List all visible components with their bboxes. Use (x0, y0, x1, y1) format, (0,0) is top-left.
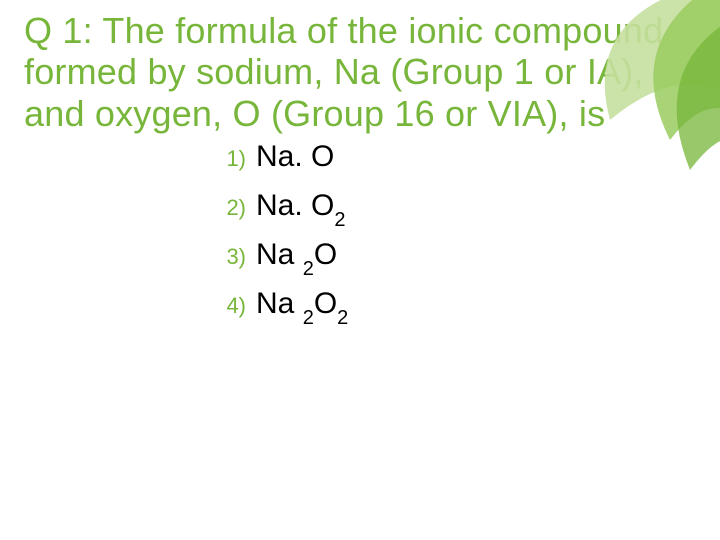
question-title: Q 1: The formula of the ionic compound f… (24, 10, 696, 134)
formula-base: Na. O (256, 189, 334, 222)
options-list: 1) Na. O 2) Na. O2 3) Na 2O 4) Na 2O2 (214, 140, 696, 326)
option-number: 4) (214, 293, 256, 319)
option-number: 2) (214, 195, 256, 221)
formula-base: Na. O (256, 140, 334, 173)
option-text: Na 2O2 (256, 287, 348, 326)
option-1: 1) Na. O (214, 140, 696, 179)
option-3: 3) Na 2O (214, 238, 696, 277)
option-2: 2) Na. O2 (214, 189, 696, 228)
formula-base: Na (256, 287, 303, 320)
option-number: 1) (214, 146, 256, 172)
formula-sub: 2 (334, 209, 345, 231)
formula-sub: 2 (303, 307, 314, 329)
formula-mid: O (314, 287, 337, 320)
option-text: Na. O (256, 140, 334, 179)
option-4: 4) Na 2O2 (214, 287, 696, 326)
option-number: 3) (214, 244, 256, 270)
slide: Q 1: The formula of the ionic compound f… (0, 0, 720, 540)
formula-base: Na (256, 238, 303, 271)
option-text: Na. O2 (256, 189, 345, 228)
formula-sub2: 2 (337, 307, 348, 329)
formula-sub: 2 (303, 258, 314, 280)
formula-mid: O (314, 238, 337, 271)
option-text: Na 2O (256, 238, 337, 277)
